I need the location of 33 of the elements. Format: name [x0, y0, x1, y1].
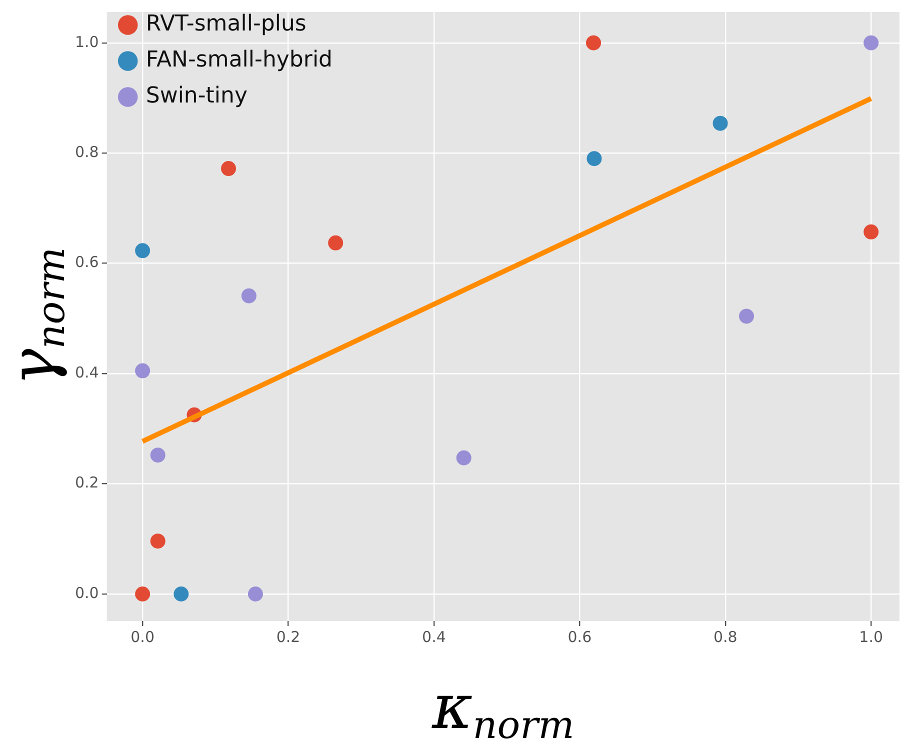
point	[221, 161, 236, 176]
y-tick-label: 0.2	[74, 474, 99, 492]
point	[864, 35, 879, 50]
point	[456, 450, 472, 466]
x-tick-label: 0.8	[713, 628, 738, 646]
point	[739, 308, 754, 324]
point	[150, 534, 166, 549]
point	[586, 151, 602, 166]
y-tick-label: 0.6	[74, 253, 99, 272]
point	[328, 235, 344, 250]
point	[135, 586, 150, 602]
point	[864, 224, 879, 240]
x-tick-label: 1.0	[859, 628, 884, 646]
point	[241, 288, 256, 304]
point	[150, 448, 166, 463]
point	[712, 116, 728, 131]
x-tick-label: 0.4	[422, 628, 446, 646]
point	[135, 363, 150, 378]
y-tick-label: 0.0	[74, 584, 99, 602]
legend-label: Swin-tiny	[146, 84, 248, 109]
y-tick-label: 0.4	[74, 363, 99, 382]
y-tick-label: 1.0	[74, 32, 99, 51]
x-tick-label: 0.6	[568, 628, 592, 646]
point	[586, 35, 602, 50]
legend-label: RVT-small-plus	[146, 12, 306, 37]
point	[248, 586, 263, 602]
y-tick-label: 0.8	[74, 142, 99, 161]
legend-label: FAN-small-hybrid	[146, 48, 333, 73]
point	[174, 586, 189, 602]
x-tick-label: 0.0	[130, 628, 154, 646]
point	[135, 243, 150, 258]
x-tick-label: 0.2	[276, 628, 300, 646]
y-axis-title: γnorm	[0, 247, 73, 386]
